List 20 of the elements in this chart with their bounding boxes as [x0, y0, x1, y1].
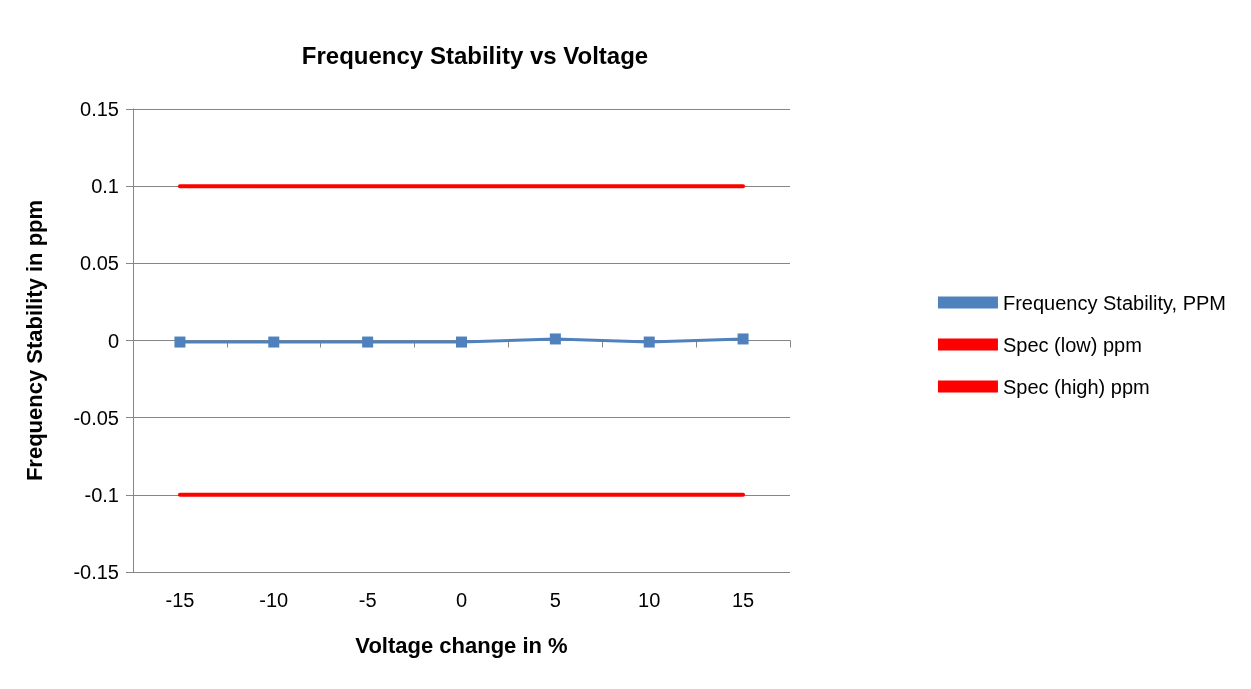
y-tick-label: 0.05: [80, 252, 119, 275]
y-tick-label: -0.1: [84, 483, 119, 506]
x-tick-label: 0: [455, 589, 468, 611]
x-tick-label: 15: [731, 589, 755, 611]
y-tick-label: 0.1: [91, 175, 119, 198]
x-axis-title: Voltage change in %: [355, 632, 568, 658]
x-tick-label: 5: [549, 589, 561, 611]
y-tick-label: 0: [107, 329, 119, 352]
y-tick-label: 0.15: [80, 98, 119, 120]
y-axis-title: Frequency Stability in ppm: [21, 199, 47, 482]
x-tick-label: -10: [259, 589, 289, 611]
chart-title: Frequency Stability vs Voltage: [301, 41, 649, 69]
x-tick-label: -5: [358, 589, 377, 611]
y-tick-label: -0.05: [73, 406, 119, 429]
x-tick-label: 10: [638, 589, 661, 611]
y-tick-label: -0.15: [73, 561, 119, 583]
x-tick-label: -15: [165, 589, 195, 611]
legend-label: Spec (high) ppm: [1002, 375, 1150, 398]
legend-label: Frequency Stability, PPM: [1002, 291, 1226, 314]
legend-label: Spec (low) ppm: [1002, 333, 1142, 356]
